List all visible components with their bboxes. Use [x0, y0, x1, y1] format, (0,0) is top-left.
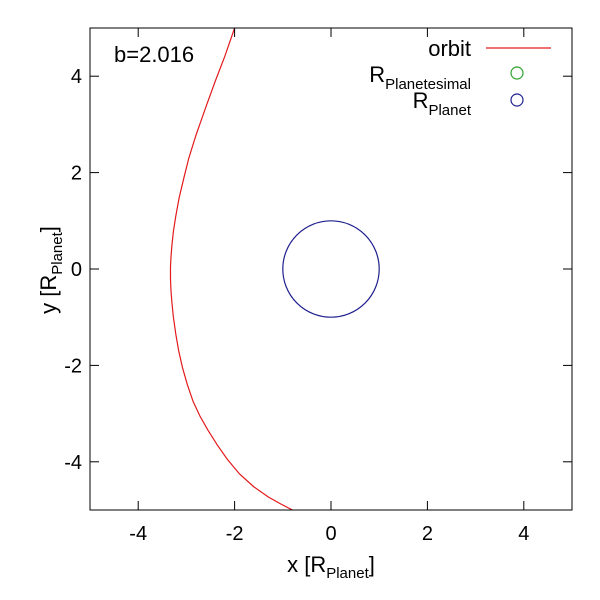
x-tick-label-2: 2	[422, 523, 433, 545]
x-axis-label: x [RPlanet]	[287, 552, 375, 582]
ticks-layer: -4 -2 0 2 4 -4 -2 0 2 4	[64, 28, 572, 545]
plot-layer	[169, 28, 380, 510]
y-tick-label--2: -2	[64, 355, 82, 377]
legend-planetesimal-label: RPlanetesimal	[369, 62, 471, 93]
legend-planetesimal-swatch	[510, 66, 524, 80]
x-tick-label--2: -2	[226, 523, 244, 545]
legend: orbit RPlanetesimal RPlanet	[369, 36, 551, 119]
plot-frame	[89, 27, 573, 511]
legend-orbit-label: orbit	[428, 36, 471, 61]
y-tick-label-2: 2	[71, 163, 82, 185]
annotation-b-value: b=2.016	[114, 42, 194, 67]
x-tick-label-0: 0	[325, 523, 336, 545]
legend-planet-sub: Planet	[428, 102, 471, 119]
series-planet-circle	[282, 220, 380, 318]
y-tick-label--4: -4	[64, 452, 82, 474]
legend-planet-swatch	[510, 93, 524, 107]
axes-layer	[89, 27, 573, 511]
y-axis-label-main: y [R	[36, 275, 61, 314]
y-axis-label: y [RPlanet]	[36, 226, 66, 314]
x-axis-label-close: ]	[369, 552, 375, 577]
x-axis-label-sub: Planet	[326, 565, 369, 582]
y-tick-label-4: 4	[71, 66, 82, 88]
legend-planetesimal-main: R	[369, 62, 385, 87]
y-tick-label-0: 0	[71, 259, 82, 281]
series-orbit-line	[169, 28, 293, 510]
x-tick-label-4: 4	[518, 523, 529, 545]
legend-planet-label: RPlanet	[413, 88, 472, 119]
x-tick-label--4: -4	[129, 523, 147, 545]
legend-planetesimal-sub: Planetesimal	[385, 76, 471, 93]
legend-planet-main: R	[413, 88, 429, 113]
y-axis-label-close: ]	[36, 226, 61, 232]
plot-area	[169, 28, 380, 510]
y-axis-label-sub: Planet	[49, 231, 66, 274]
x-axis-label-main: x [R	[287, 552, 326, 577]
